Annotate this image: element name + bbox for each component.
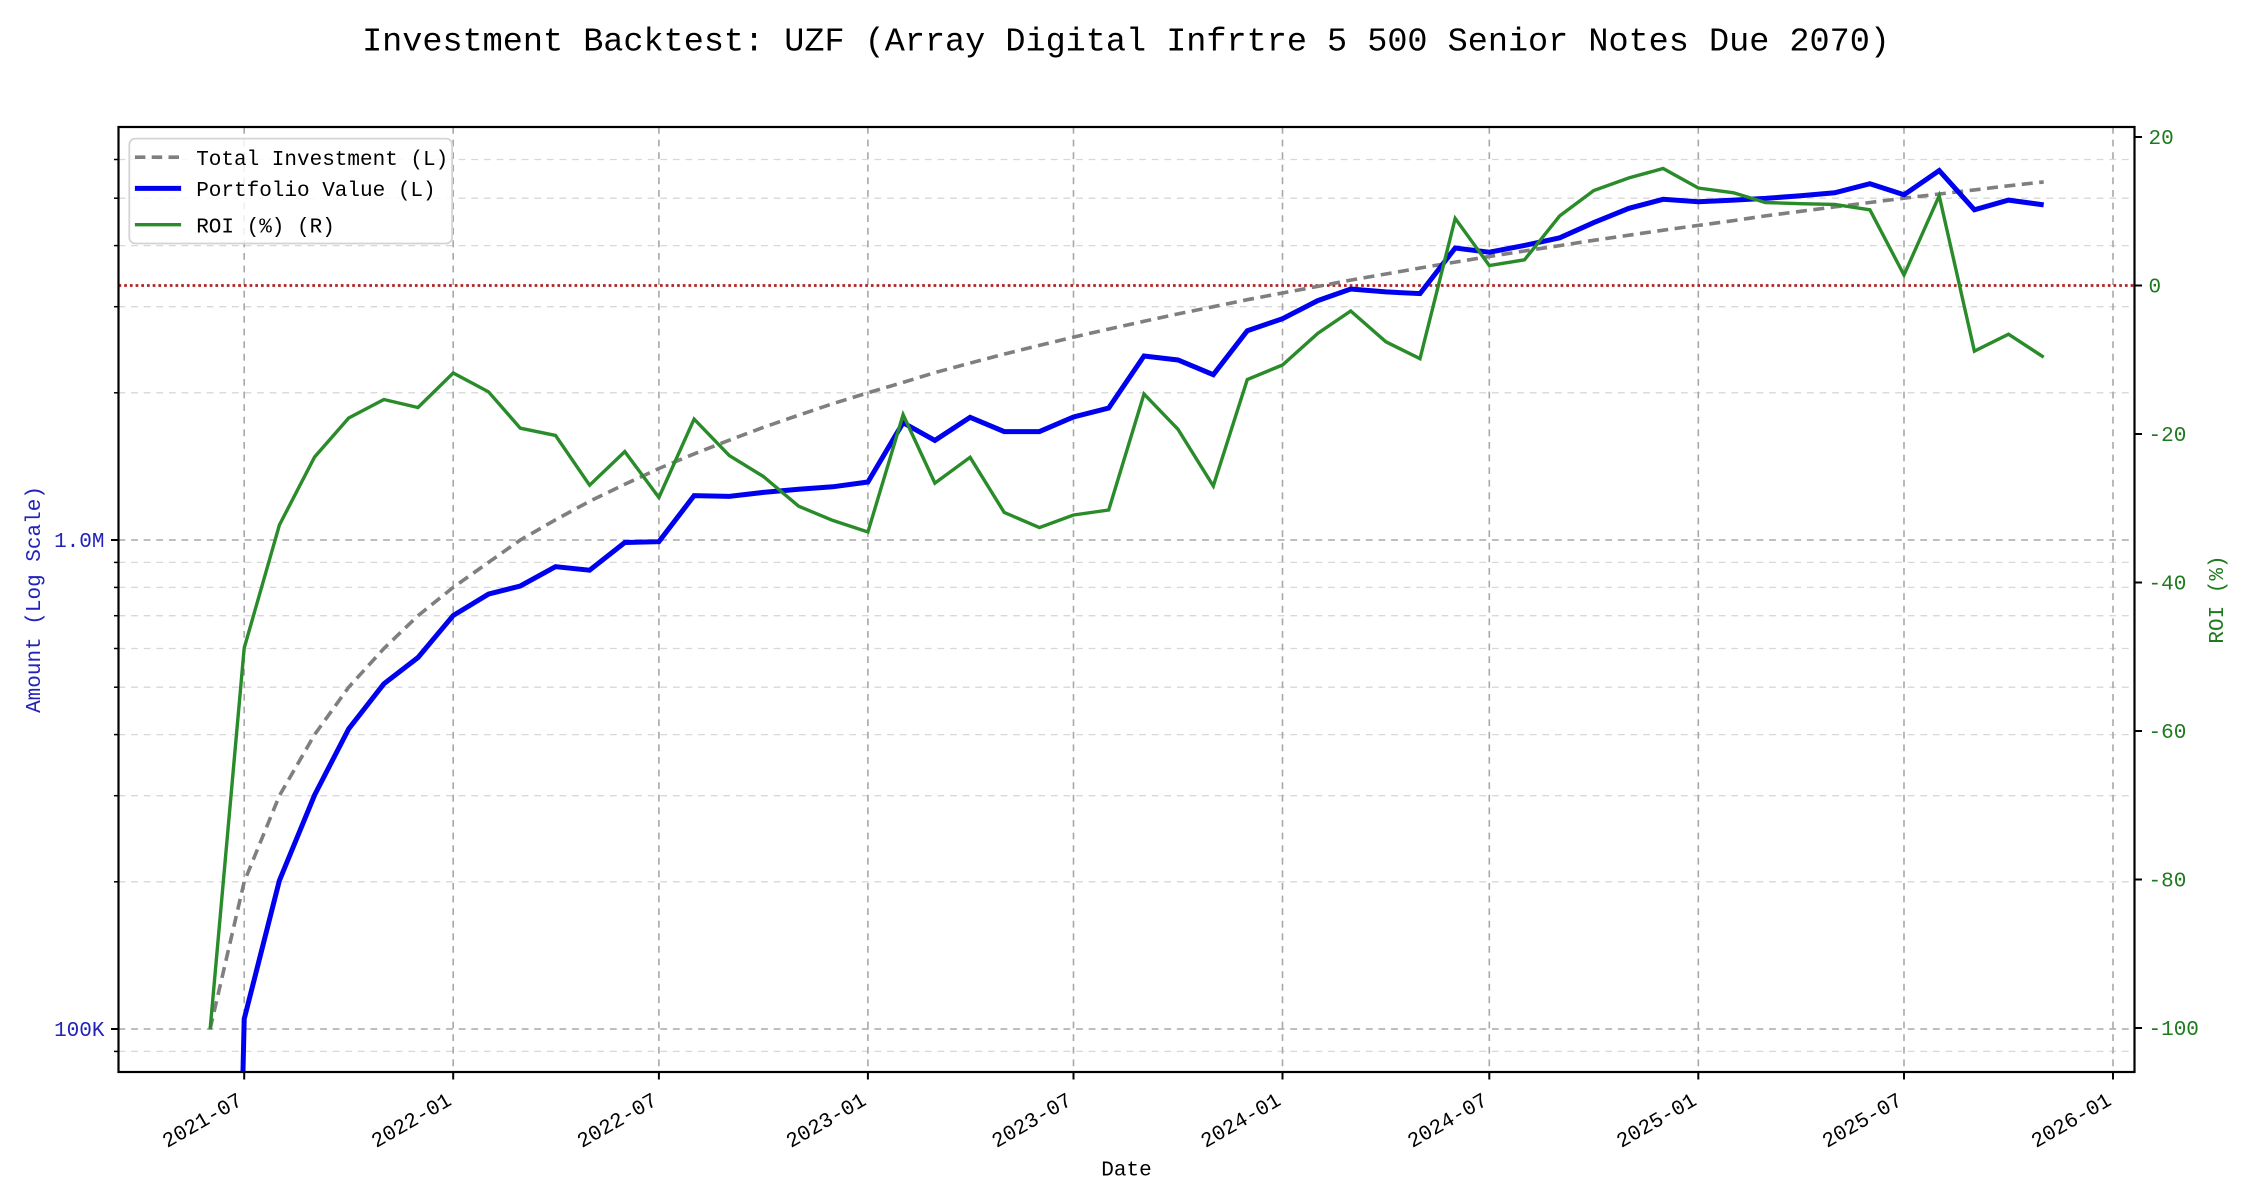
svg-text:-100: -100 — [2149, 1019, 2199, 1042]
svg-text:-40: -40 — [2149, 574, 2187, 597]
svg-text:0: 0 — [2149, 277, 2162, 300]
svg-text:Portfolio Value (L): Portfolio Value (L) — [196, 180, 435, 203]
svg-text:-20: -20 — [2149, 425, 2187, 448]
svg-text:Total Investment (L): Total Investment (L) — [196, 149, 448, 172]
svg-text:20: 20 — [2149, 128, 2174, 151]
svg-text:-60: -60 — [2149, 722, 2187, 745]
svg-text:1.0M: 1.0M — [54, 531, 104, 554]
svg-text:Date: Date — [1101, 1160, 1151, 1183]
svg-text:ROI (%): ROI (%) — [2207, 555, 2230, 643]
svg-text:Amount (Log Scale): Amount (Log Scale) — [24, 486, 47, 713]
svg-text:ROI (%) (R): ROI (%) (R) — [196, 216, 335, 239]
svg-text:100K: 100K — [54, 1020, 105, 1043]
svg-text:-80: -80 — [2149, 871, 2187, 894]
svg-text:Investment Backtest: UZF (Arra: Investment Backtest: UZF (Array Digital … — [362, 24, 1890, 62]
